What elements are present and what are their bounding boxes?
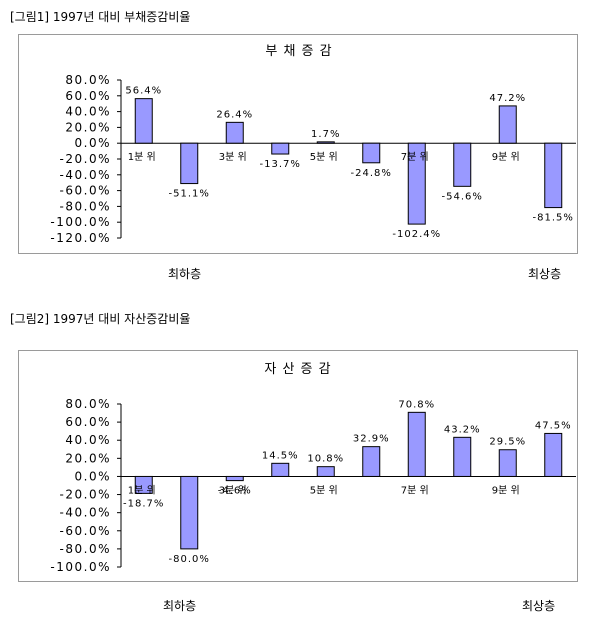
y-tick-label: 40.0% [65, 433, 111, 447]
x-category-label: 5분 위 [310, 483, 338, 496]
y-tick-label: -80.0% [60, 199, 111, 213]
y-tick-label: 80.0% [65, 397, 111, 411]
x-category-label: 9분 위 [492, 483, 520, 496]
bar [316, 141, 335, 144]
asset-change-chart: 자 산 증 감 80.0% 60.0% 40.0% 20.0% 0.0% -20.0% -40… [50, 362, 576, 574]
data-label: 29.5% [489, 437, 526, 448]
figure2-highest-note: 최상층 [522, 599, 556, 613]
asset-chart-frame: 자 산 증 감 80.0% 60.0% 40.0% 20.0% 0.0% -20.0% -40… [18, 350, 578, 582]
y-tick-label: 80.0% [65, 73, 111, 87]
x-category-label: 9분 위 [492, 150, 520, 163]
x-category-label: 3분 위 [219, 150, 247, 163]
y-tick-label: 60.0% [65, 415, 111, 429]
data-label: 1.7% [311, 129, 340, 140]
y-tick-label: -80.0% [60, 542, 111, 556]
bar [453, 436, 472, 477]
y-tick-label: -100.0% [50, 560, 111, 574]
x-category-label: 5분 위 [310, 150, 338, 163]
bar [544, 432, 563, 477]
bar [498, 449, 517, 477]
bar [180, 475, 199, 550]
y-tick-label: 0.0% [75, 136, 112, 150]
bar [407, 411, 426, 477]
y-tick-label: 60.0% [65, 89, 111, 103]
y-tick-label: -60.0% [60, 184, 111, 198]
bar [362, 446, 381, 477]
data-label: 14.5% [262, 450, 299, 461]
y-tick-label: -40.0% [60, 168, 111, 182]
data-label: -4.6% [218, 486, 252, 497]
bar [544, 142, 563, 209]
data-label: 32.9% [353, 434, 390, 445]
y-tick-label: -20.0% [60, 152, 111, 166]
data-label: -81.5% [533, 213, 574, 224]
data-label: -13.7% [260, 159, 301, 170]
y-tick-label: 20.0% [65, 120, 111, 134]
data-label: 56.4% [125, 86, 162, 97]
debt-chart-frame: 부 채 증 감 80.0% 60.0% 40.0% 20.0% 0.0% -20.0% -40… [18, 34, 578, 254]
figure1-caption: [그림1] 1997년 대비 부채증감비율 [10, 10, 191, 24]
bar [225, 121, 244, 144]
chart-title: 부 채 증 감 [265, 44, 332, 59]
x-category-label: 1분 위 [128, 150, 156, 163]
figure2-lowest-note: 최하층 [163, 599, 197, 613]
y-tick-label: -60.0% [60, 524, 111, 538]
data-label: 70.8% [398, 399, 435, 410]
figure2-caption: [그림2] 1997년 대비 자산증감비율 [10, 312, 191, 326]
y-tick-label: -20.0% [60, 488, 111, 502]
bar [180, 142, 199, 185]
data-label: 10.8% [307, 454, 344, 465]
bar [271, 142, 290, 155]
y-tick-label: 0.0% [75, 469, 112, 483]
bar [362, 142, 381, 164]
x-category-label: 7분 위 [401, 150, 429, 163]
debt-change-chart: 부 채 증 감 80.0% 60.0% 40.0%20.0% 0.0% -20.0% -40… [50, 44, 576, 245]
bar [134, 475, 153, 494]
figure1-lowest-note: 최하층 [168, 267, 202, 281]
bar [407, 142, 426, 225]
data-label: -51.1% [169, 189, 210, 200]
x-category-label: 1분 위 [128, 483, 156, 496]
bar [134, 98, 153, 144]
data-label: -54.6% [442, 191, 483, 202]
y-tick-label: -100.0% [50, 215, 111, 229]
bar [316, 466, 335, 477]
data-label: -18.7% [123, 498, 164, 509]
figure1-highest-note: 최상층 [528, 267, 562, 281]
bar [498, 105, 517, 144]
y-tick-label: -40.0% [60, 506, 111, 520]
data-label: -102.4% [392, 229, 441, 240]
data-label: -80.0% [169, 554, 210, 565]
y-tick-label: 40.0% [65, 105, 111, 119]
bar [453, 142, 472, 187]
data-label: 26.4% [216, 109, 253, 120]
bar [271, 462, 290, 477]
chart-title: 자 산 증 감 [264, 362, 331, 377]
bar [225, 475, 244, 482]
x-category-label: 7분 위 [401, 483, 429, 496]
data-label: -24.8% [351, 168, 392, 179]
data-label: 47.2% [489, 93, 526, 104]
x-category-label: 3분 위 [219, 483, 247, 496]
data-label: 43.2% [444, 424, 481, 435]
y-tick-label: -120.0% [50, 231, 111, 245]
y-tick-label: 20.0% [65, 451, 111, 465]
data-label: 47.5% [535, 420, 572, 431]
